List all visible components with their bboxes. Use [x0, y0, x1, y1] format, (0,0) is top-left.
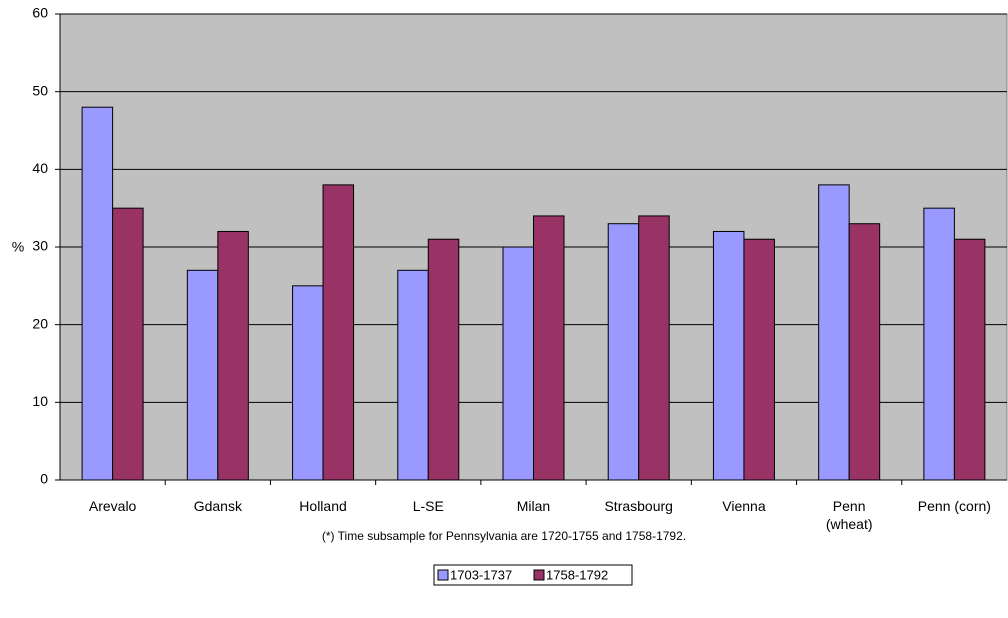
bar — [81, 106, 114, 481]
bar — [397, 269, 429, 481]
bar — [638, 215, 670, 481]
legend-label: 1703-1737 — [450, 567, 512, 582]
note: (*) Time subsample for Pennsylvania are … — [321, 529, 687, 543]
bar — [953, 238, 986, 481]
x-tick-label: Gdansk — [193, 498, 242, 514]
x-tick-label: L-SE — [412, 498, 444, 514]
bar — [607, 223, 640, 481]
bar — [217, 230, 249, 481]
x-tick-label: Vienna — [722, 498, 766, 514]
bar — [848, 223, 881, 481]
x-tick-label: Penn (wheat) — [825, 498, 873, 532]
y-tick-label: 50 — [32, 82, 48, 98]
y-tick-label: 30 — [32, 238, 48, 254]
bar — [186, 269, 219, 481]
bar — [322, 184, 355, 481]
x-tick-label: Penn (corn) — [917, 498, 991, 514]
bar — [533, 215, 565, 481]
bar — [502, 246, 534, 481]
x-tick-label: Milan — [516, 498, 551, 514]
legend-swatch — [437, 569, 449, 581]
bar — [112, 207, 144, 481]
legend-swatch — [533, 569, 545, 581]
bar — [712, 230, 745, 481]
x-tick-label: Strasbourg — [604, 498, 673, 514]
bar — [292, 285, 324, 481]
bar — [923, 207, 955, 481]
bar — [818, 184, 850, 481]
x-tick-label: Arevalo — [88, 498, 137, 514]
legend-label: 1758-1792 — [546, 567, 608, 582]
bar — [743, 238, 775, 481]
y-tick-label: 60 — [32, 5, 48, 21]
x-tick-label: Holland — [299, 498, 347, 514]
y-tick-label: 20 — [32, 315, 48, 331]
y-tick-label: 0 — [40, 471, 48, 487]
bar — [427, 238, 460, 481]
y-tick-label: 10 — [32, 393, 48, 409]
y-axis-label: % — [12, 239, 24, 255]
y-tick-label: 40 — [32, 160, 48, 176]
legend-box — [433, 564, 633, 586]
